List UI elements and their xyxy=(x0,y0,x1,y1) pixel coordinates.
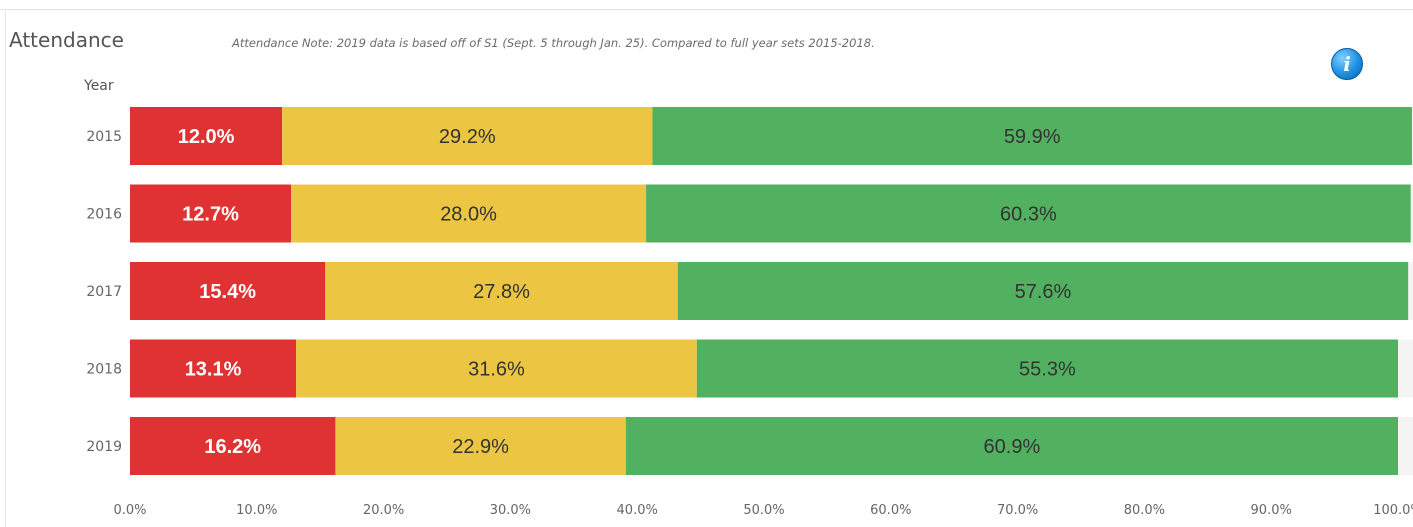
bar-data-label: 22.9% xyxy=(452,436,509,458)
bar-data-label: 60.9% xyxy=(984,436,1041,458)
bar-segment[interactable] xyxy=(130,184,292,243)
y-tick-label: 2017 xyxy=(86,284,122,300)
bar-data-label: 55.3% xyxy=(1019,359,1076,381)
bar-data-label: 13.1% xyxy=(185,359,242,381)
chart-title: Attendance xyxy=(9,28,124,52)
y-tick-label: 2016 xyxy=(86,207,122,223)
bar-segment[interactable] xyxy=(625,417,1398,475)
frame-top-border xyxy=(0,9,1413,10)
bar-segment[interactable] xyxy=(282,107,653,165)
bar-data-label: 57.6% xyxy=(1015,281,1072,303)
bar-segment[interactable] xyxy=(652,107,1412,165)
bar-data-label: 59.9% xyxy=(1004,126,1061,148)
bar-data-label: 27.8% xyxy=(473,281,530,303)
x-tick-label: 50.0% xyxy=(743,503,784,518)
bar-segment[interactable] xyxy=(335,417,626,475)
bar-data-label: 60.3% xyxy=(1000,204,1057,226)
y-tick-label: 2015 xyxy=(86,129,122,145)
bar-data-label: 31.6% xyxy=(468,359,525,381)
bar-data-label: 28.0% xyxy=(440,204,497,226)
y-axis-title: Year xyxy=(84,78,114,94)
bar-data-label: 15.4% xyxy=(199,281,256,303)
x-tick-label: 10.0% xyxy=(236,503,277,518)
y-tick-label: 2019 xyxy=(86,439,122,455)
x-tick-label: 30.0% xyxy=(490,503,531,518)
bar-segment[interactable] xyxy=(130,417,336,475)
x-tick-label: 40.0% xyxy=(617,503,658,518)
info-icon[interactable]: i xyxy=(1331,48,1363,80)
bar-segment[interactable] xyxy=(291,184,647,243)
y-tick-label: 2018 xyxy=(86,362,122,378)
x-tick-label: 70.0% xyxy=(997,503,1038,518)
bar-segment[interactable] xyxy=(677,262,1409,320)
bar-data-label: 12.7% xyxy=(182,204,239,226)
x-tick-label: 60.0% xyxy=(870,503,911,518)
attendance-note: Attendance Note: 2019 data is based off … xyxy=(232,36,875,50)
bar-segment[interactable] xyxy=(130,262,326,320)
bar-segment[interactable] xyxy=(130,339,297,398)
x-tick-label: 80.0% xyxy=(1124,503,1165,518)
bar-data-label: 16.2% xyxy=(204,436,261,458)
x-tick-label: 0.0% xyxy=(113,503,146,518)
frame-left-border xyxy=(5,9,6,527)
bar-data-label: 29.2% xyxy=(439,126,496,148)
bar-data-label: 12.0% xyxy=(178,126,235,148)
bar-segment[interactable] xyxy=(646,184,1411,243)
x-tick-label: 20.0% xyxy=(363,503,404,518)
bar-segment[interactable] xyxy=(325,262,678,320)
bar-segment[interactable] xyxy=(696,339,1398,398)
x-tick-label: 100.0% xyxy=(1373,503,1413,518)
bar-segment[interactable] xyxy=(130,107,283,165)
x-tick-label: 90.0% xyxy=(1251,503,1292,518)
bar-segment[interactable] xyxy=(296,339,697,398)
